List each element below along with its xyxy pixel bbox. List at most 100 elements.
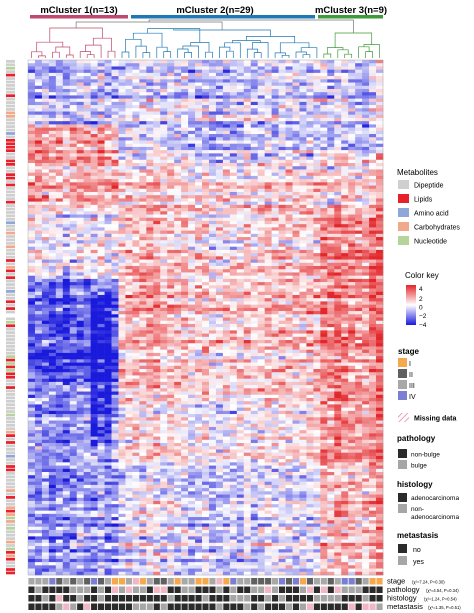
heatmap-cell	[104, 140, 112, 144]
heatmap-cell	[41, 304, 50, 309]
heatmap-cell	[76, 459, 84, 463]
heatmap-cell	[181, 278, 189, 283]
heatmap-cell	[34, 327, 43, 331]
heatmap-cell	[195, 555, 203, 560]
heatmap-cell	[90, 233, 98, 238]
heatmap-cell	[125, 507, 133, 511]
dendrogram-branch	[184, 52, 192, 58]
heatmap-cell	[104, 272, 112, 276]
heatmap-cell	[104, 484, 112, 489]
heatmap-cell	[132, 500, 140, 505]
heatmap-cell	[208, 233, 217, 238]
heatmap-cell	[48, 513, 57, 518]
heatmap-cell	[195, 272, 203, 276]
heatmap-cell	[181, 105, 189, 109]
heatmap-cell	[160, 552, 168, 556]
heatmap-cell	[62, 430, 71, 434]
heatmap-cell	[215, 317, 224, 322]
heatmap-cell	[55, 375, 64, 379]
heatmap-cell	[195, 146, 203, 151]
heatmap-cell	[111, 391, 119, 396]
heatmap-cell	[229, 237, 238, 241]
heatmap-cell	[208, 452, 217, 457]
heatmap-cell	[34, 288, 43, 293]
heatmap-cell	[195, 507, 203, 511]
heatmap-cell	[195, 475, 203, 479]
heatmap-cell	[229, 137, 238, 141]
heatmap-cell	[174, 439, 182, 444]
heatmap-cell	[48, 542, 57, 547]
heatmap-cell	[153, 494, 161, 499]
heatmap-cell	[139, 491, 147, 495]
heatmap-cell	[97, 272, 105, 276]
heatmap-cell	[174, 179, 182, 183]
heatmap-cell	[139, 230, 147, 235]
heatmap-cell	[28, 510, 36, 515]
heatmap-cell	[97, 536, 105, 540]
heatmap-cell	[34, 179, 43, 183]
heatmap-cell	[215, 439, 224, 444]
heatmap-cell	[195, 407, 203, 412]
heatmap-cell	[202, 82, 210, 87]
heatmap-cell	[202, 278, 210, 283]
heatmap-cell	[202, 79, 210, 83]
heatmap-cell	[90, 204, 98, 209]
heatmap-cell	[34, 523, 43, 528]
heatmap-cell	[146, 150, 154, 154]
heatmap-cell	[28, 417, 36, 421]
heatmap-cell	[167, 417, 175, 421]
heatmap-cell	[55, 282, 64, 286]
heatmap-cell	[222, 401, 231, 405]
row-category-cell	[6, 372, 15, 376]
heatmap-cell	[188, 426, 196, 431]
heatmap-cell	[83, 523, 91, 528]
heatmap-cell	[83, 114, 91, 119]
heatmap-cell	[90, 179, 98, 183]
heatmap-cell	[125, 372, 133, 376]
heatmap-cell	[167, 117, 175, 122]
heatmap-cell	[222, 472, 231, 476]
heatmap-cell	[188, 253, 196, 257]
heatmap-cell	[174, 452, 182, 457]
heatmap-cell	[160, 558, 168, 563]
heatmap-cell	[195, 449, 203, 453]
heatmap-cell	[208, 504, 217, 508]
heatmap-cell	[215, 494, 224, 499]
heatmap-cell	[132, 150, 140, 154]
heatmap-cell	[104, 375, 112, 379]
heatmap-cell	[202, 130, 210, 135]
heatmap-cell	[208, 558, 217, 563]
heatmap-cell	[208, 465, 217, 470]
heatmap-cell	[97, 143, 105, 148]
heatmap-cell	[34, 517, 43, 521]
heatmap-cell	[153, 513, 161, 518]
heatmap-cell	[167, 291, 175, 296]
heatmap-cell	[167, 288, 175, 293]
heatmap-cell	[125, 130, 133, 135]
heatmap-cell	[188, 558, 196, 563]
row-category-cell	[6, 149, 15, 153]
heatmap-cell	[208, 230, 217, 235]
heatmap-cell	[174, 153, 182, 157]
heatmap-cell	[181, 555, 189, 560]
heatmap-cell	[160, 179, 168, 183]
heatmap-cell	[90, 359, 98, 363]
heatmap-cell	[153, 362, 161, 367]
heatmap-cell	[34, 172, 43, 177]
heatmap-cell	[195, 101, 203, 106]
heatmap-cell	[104, 137, 112, 141]
heatmap-cell	[174, 555, 182, 560]
heatmap-cell	[55, 169, 64, 173]
heatmap-cell	[104, 343, 112, 347]
heatmap-cell	[111, 137, 119, 141]
heatmap-cell	[69, 494, 78, 499]
heatmap-cell	[153, 175, 161, 180]
heatmap-cell	[104, 523, 112, 528]
heatmap-cell	[76, 352, 84, 357]
heatmap-cell	[28, 478, 36, 482]
heatmap-cell	[118, 275, 126, 280]
heatmap-cell	[181, 166, 189, 170]
heatmap-cell	[229, 159, 238, 164]
heatmap-cell	[55, 472, 64, 476]
heatmap-cell	[229, 98, 238, 103]
